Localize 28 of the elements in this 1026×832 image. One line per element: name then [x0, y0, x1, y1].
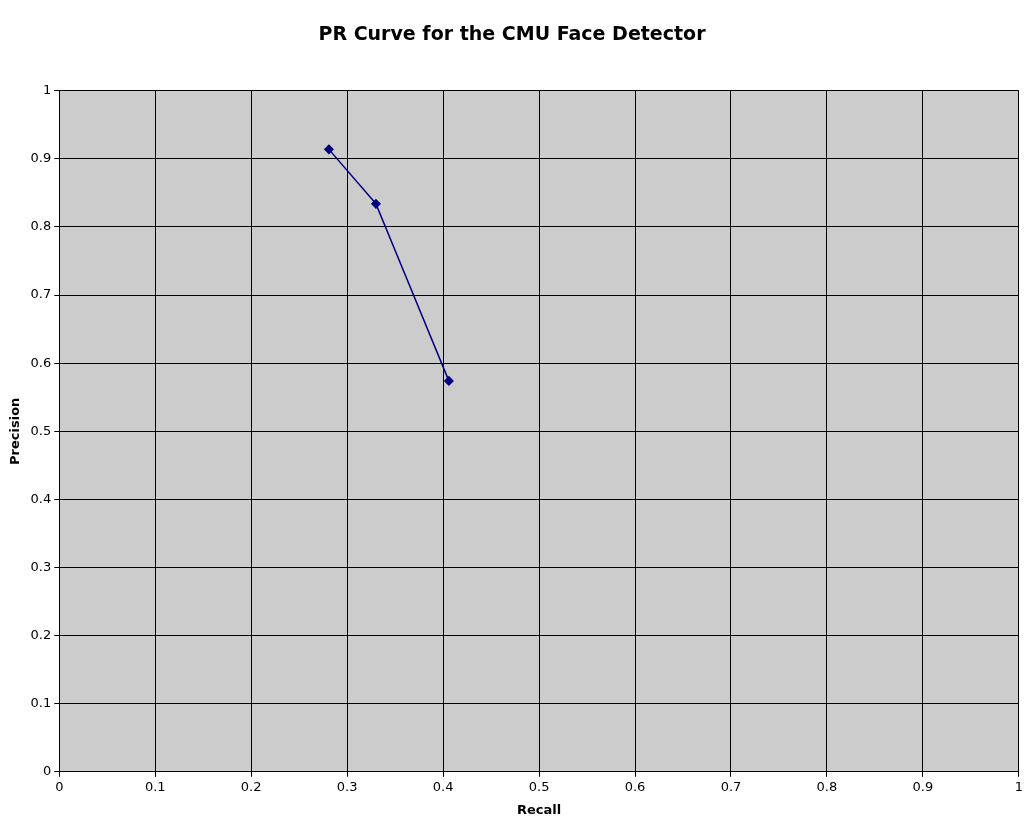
point	[324, 144, 334, 155]
x-axis-title: Recall	[516, 801, 562, 817]
y-tick-label: 0	[42, 763, 52, 779]
x-tick-label: 0.2	[240, 778, 262, 794]
y-tick-label: 0.8	[30, 218, 52, 234]
y-tick-label: 0.7	[30, 286, 52, 302]
x-tick-label: 0	[55, 778, 64, 794]
y-tick-label: 0.2	[30, 626, 52, 642]
y-tick-label: 0.9	[30, 150, 52, 166]
x-tick-label: 0.5	[528, 778, 550, 794]
y-tick-label: 0.4	[30, 490, 52, 506]
x-tick-label: 0.6	[624, 778, 646, 794]
chart-title: PR Curve for the CMU Face Detector	[318, 22, 707, 45]
y-axis-title: Precision	[7, 397, 23, 465]
point	[371, 199, 381, 209]
x-tick-label: 0.1	[144, 778, 166, 794]
x-tick-label: 0.8	[816, 778, 838, 794]
y-tick-label: 0.6	[30, 354, 52, 370]
x-tick-label: 0.9	[912, 778, 934, 794]
x-tick-label: 0.3	[336, 778, 358, 794]
y-tick-label: 0.5	[30, 422, 52, 438]
y-tick-label: 1	[42, 82, 52, 98]
x-tick-label: 1	[1014, 778, 1024, 794]
y-tick-label: 0.3	[30, 558, 52, 574]
point	[444, 376, 454, 386]
x-tick-label: 0.7	[720, 778, 742, 794]
x-tick-label: 0.4	[432, 778, 454, 794]
y-tick-label: 0.1	[30, 695, 52, 711]
